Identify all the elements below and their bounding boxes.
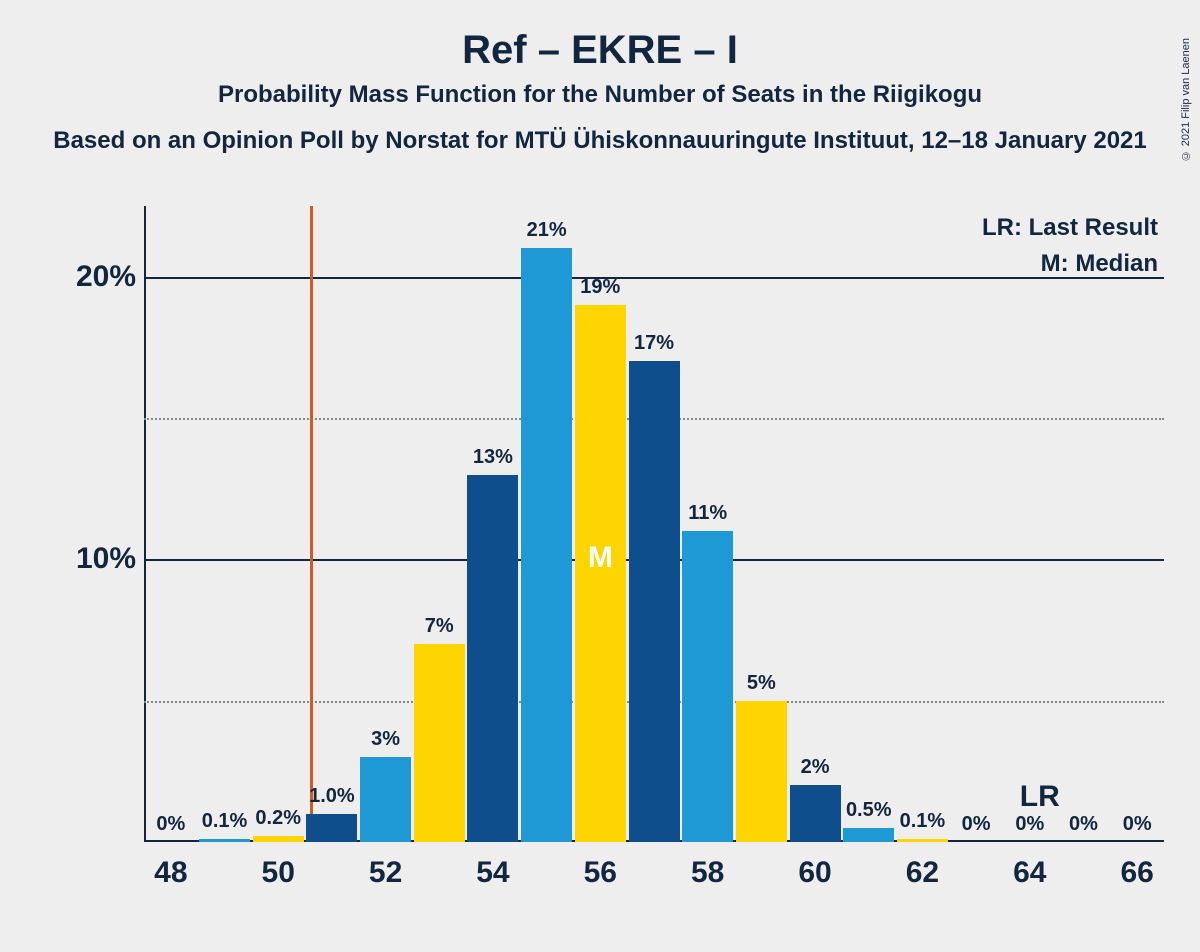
x-tick-label: 50 bbox=[262, 856, 295, 890]
lr-label: LR bbox=[1020, 780, 1060, 814]
x-tick-label: 64 bbox=[1013, 856, 1046, 890]
y-tick-label: 20% bbox=[76, 260, 136, 294]
x-tick-label: 48 bbox=[154, 856, 187, 890]
bar-value-label: 11% bbox=[688, 502, 727, 525]
bar-value-label: 0% bbox=[1015, 813, 1044, 836]
bar-value-label: 19% bbox=[580, 276, 620, 299]
median-label: M bbox=[588, 541, 613, 575]
bar bbox=[736, 701, 787, 842]
copyright-text: © 2021 Filip van Laenen bbox=[1180, 38, 1192, 161]
x-tick-label: 54 bbox=[476, 856, 509, 890]
x-tick-label: 56 bbox=[584, 856, 617, 890]
bar-value-label: 0% bbox=[156, 813, 185, 836]
x-tick-label: 62 bbox=[906, 856, 939, 890]
bar-value-label: 1.0% bbox=[309, 785, 355, 808]
poll-info: Based on an Opinion Poll by Norstat for … bbox=[0, 127, 1200, 155]
bar bbox=[414, 644, 465, 842]
chart-subtitle: Probability Mass Function for the Number… bbox=[0, 81, 1200, 109]
bar-value-label: 0% bbox=[1069, 813, 1098, 836]
gridline-solid bbox=[144, 277, 1164, 279]
legend-lr: LR: Last Result bbox=[982, 214, 1158, 242]
bar bbox=[629, 361, 680, 842]
y-axis bbox=[144, 206, 146, 842]
bar bbox=[199, 839, 250, 842]
bar-value-label: 17% bbox=[634, 332, 674, 355]
bar-value-label: 5% bbox=[747, 672, 776, 695]
bar bbox=[790, 785, 841, 842]
bar-value-label: 0% bbox=[1123, 813, 1152, 836]
bar bbox=[360, 757, 411, 842]
bar-value-label: 0% bbox=[962, 813, 991, 836]
bar bbox=[306, 814, 357, 842]
last-result-line bbox=[310, 206, 313, 842]
bar bbox=[521, 248, 572, 842]
bar-value-label: 0.1% bbox=[202, 810, 248, 833]
bar-value-label: 7% bbox=[425, 615, 454, 638]
bar-value-label: 21% bbox=[527, 219, 567, 242]
bar bbox=[682, 531, 733, 842]
legend-m: M: Median bbox=[1041, 250, 1158, 278]
x-tick-label: 52 bbox=[369, 856, 402, 890]
bar-value-label: 13% bbox=[473, 446, 513, 469]
bar bbox=[467, 475, 518, 842]
chart-plot-area: 0% 0.1% 0.2% 1.0% 3% 7% 13% 21% 19% M 17% 11% 5% 2% 0.… bbox=[144, 206, 1164, 842]
bar-value-label: 0.2% bbox=[255, 807, 301, 830]
bar-value-label: 3% bbox=[371, 728, 400, 751]
x-tick-label: 66 bbox=[1120, 856, 1153, 890]
bar-value-label: 0.5% bbox=[846, 799, 892, 822]
x-tick-label: 60 bbox=[798, 856, 831, 890]
x-tick-label: 58 bbox=[691, 856, 724, 890]
bar bbox=[843, 828, 894, 842]
bar bbox=[897, 839, 948, 842]
y-tick-label: 10% bbox=[76, 542, 136, 576]
chart-title: Ref – EKRE – I bbox=[0, 28, 1200, 73]
bar-value-label: 0.1% bbox=[900, 810, 946, 833]
bar bbox=[253, 836, 304, 842]
bar-value-label: 2% bbox=[801, 756, 830, 779]
